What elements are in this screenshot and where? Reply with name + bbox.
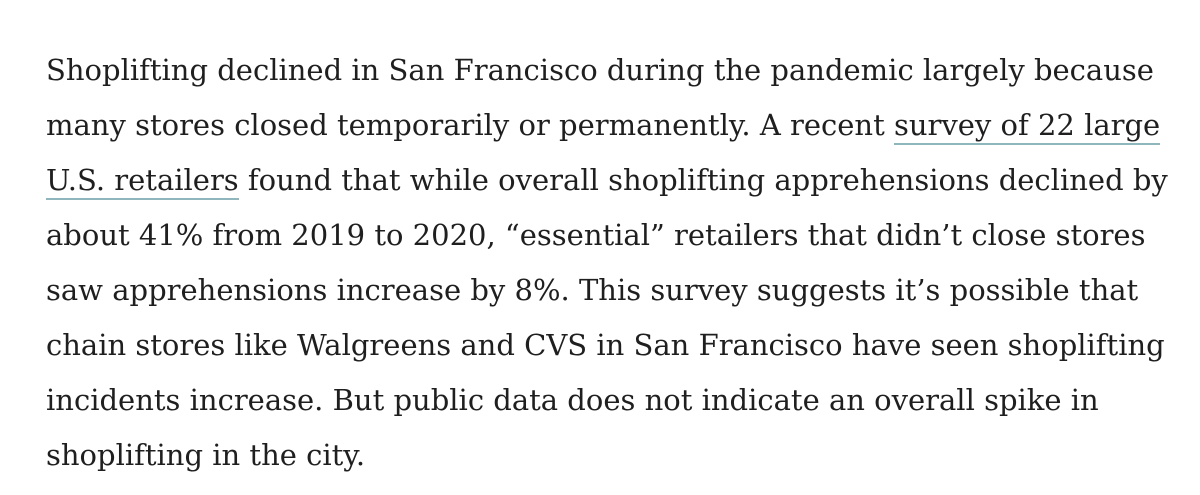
paragraph-line-7: incidents increase. But public data does… — [46, 383, 1099, 417]
survey-link-part-1[interactable]: survey of 22 large — [893, 108, 1161, 145]
survey-link-part-2[interactable]: U.S. retailers — [46, 163, 239, 200]
paragraph-line-5: saw apprehensions increase by 8%. This s… — [46, 273, 1139, 307]
paragraph-line-4: about 41% from 2019 to 2020, “essential”… — [46, 218, 1146, 252]
paragraph-line-1: Shoplifting declined in San Francisco du… — [46, 53, 1154, 87]
article-paragraph: Shoplifting declined in San Francisco du… — [46, 43, 1176, 483]
paragraph-line-2: many stores closed temporarily or perman… — [46, 98, 1176, 153]
paragraph-line-8: shoplifting in the city. — [46, 438, 366, 472]
paragraph-line-2-text: many stores closed temporarily or perman… — [46, 108, 894, 142]
paragraph-line-3-text: found that while overall shoplifting app… — [247, 163, 1168, 197]
paragraph-line-3: U.S. retailers found that while overall … — [46, 153, 1176, 208]
paragraph-line-6: chain stores like Walgreens and CVS in S… — [46, 328, 1165, 362]
